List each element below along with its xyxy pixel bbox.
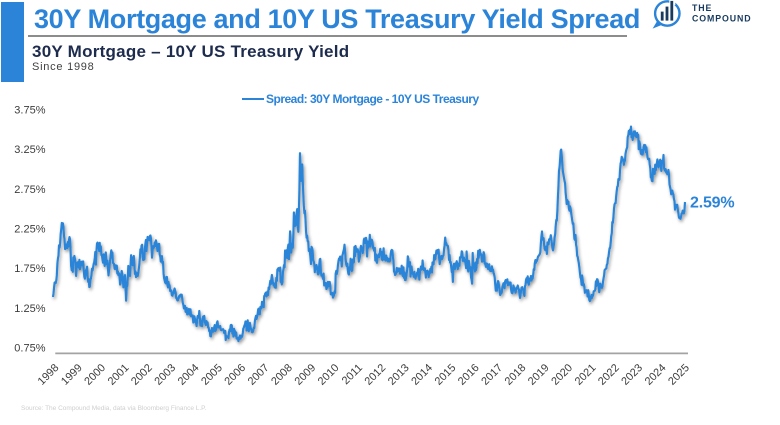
svg-text:2020: 2020 xyxy=(549,362,575,388)
svg-text:2014: 2014 xyxy=(409,362,435,388)
svg-text:2.25%: 2.25% xyxy=(14,224,45,236)
svg-text:2013: 2013 xyxy=(386,362,412,388)
svg-text:THE: THE xyxy=(692,3,712,13)
svg-text:3.75%: 3.75% xyxy=(14,105,45,117)
svg-text:2001: 2001 xyxy=(106,362,132,388)
svg-text:2023: 2023 xyxy=(619,362,645,388)
svg-text:2021: 2021 xyxy=(573,362,599,388)
svg-text:2016: 2016 xyxy=(456,362,482,388)
svg-text:1999: 1999 xyxy=(59,362,85,388)
svg-text:2012: 2012 xyxy=(363,362,389,388)
svg-text:2009: 2009 xyxy=(293,362,319,388)
svg-text:2010: 2010 xyxy=(316,362,342,388)
svg-text:2006: 2006 xyxy=(222,362,248,388)
svg-text:1.75%: 1.75% xyxy=(14,263,45,275)
svg-text:2002: 2002 xyxy=(129,362,155,388)
svg-text:COMPOUND: COMPOUND xyxy=(692,14,752,24)
svg-text:3.25%: 3.25% xyxy=(14,144,45,156)
svg-text:2004: 2004 xyxy=(176,362,202,388)
svg-text:2.75%: 2.75% xyxy=(14,184,45,196)
svg-text:2000: 2000 xyxy=(82,362,108,388)
svg-text:2017: 2017 xyxy=(479,362,505,388)
svg-text:2011: 2011 xyxy=(340,362,365,387)
svg-text:1998: 1998 xyxy=(36,362,62,388)
svg-text:2003: 2003 xyxy=(152,362,178,388)
svg-text:2007: 2007 xyxy=(246,362,272,388)
svg-text:2005: 2005 xyxy=(199,362,225,388)
svg-text:2008: 2008 xyxy=(269,362,295,388)
svg-text:2.59%: 2.59% xyxy=(690,195,734,212)
svg-text:Spread: 30Y Mortgage - 10Y US: Spread: 30Y Mortgage - 10Y US Treasury xyxy=(266,92,479,106)
svg-text:2015: 2015 xyxy=(433,362,459,388)
svg-text:2022: 2022 xyxy=(596,362,622,388)
svg-text:0.75%: 0.75% xyxy=(14,343,45,355)
svg-text:2025: 2025 xyxy=(666,362,692,388)
svg-text:2019: 2019 xyxy=(526,362,552,388)
svg-text:2018: 2018 xyxy=(503,362,529,388)
svg-text:1.25%: 1.25% xyxy=(14,303,45,315)
svg-text:2024: 2024 xyxy=(643,362,669,388)
